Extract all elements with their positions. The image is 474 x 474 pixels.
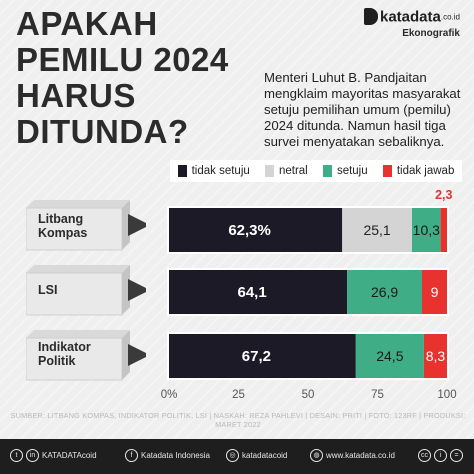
data-label: 25,1 xyxy=(363,222,390,238)
facebook-icon: f xyxy=(125,449,138,462)
data-label: 67,2 xyxy=(242,348,271,365)
social-handle: KATADATAcoid xyxy=(42,451,97,460)
legend-swatch xyxy=(264,165,274,177)
data-label: 24,5 xyxy=(376,348,403,364)
x-tick-label: 100 xyxy=(437,389,456,401)
x-tick-label: 50 xyxy=(302,389,315,401)
bar-segment xyxy=(411,208,441,252)
legend-item-setuju: setuju xyxy=(322,165,368,177)
data-label: 8,3 xyxy=(426,348,446,364)
title-line: DITUNDA? xyxy=(16,113,189,150)
category-label-line: Politik xyxy=(38,354,76,368)
chart-legend: tidak setuju netral setuju tidak jawab xyxy=(170,160,462,182)
ballot-box-icon xyxy=(26,265,146,316)
legend-item-netral: netral xyxy=(264,165,308,177)
x-tick-label: 0% xyxy=(161,389,178,401)
legend-item-tidak-setuju: tidak setuju xyxy=(177,165,250,177)
brand-suffix: .co.id xyxy=(440,12,460,22)
description-text: Menteri Luhut B. Pandjaitan mengklaim ma… xyxy=(264,70,461,149)
legend-label: tidak jawab xyxy=(396,165,455,177)
legend-swatch xyxy=(382,165,392,177)
category-label-line: Litbang xyxy=(38,212,84,226)
page-title: APAKAH PEMILU 2024 HARUS DITUNDA? xyxy=(16,6,256,150)
legend-item-tidak-jawab: tidak jawab xyxy=(382,165,455,177)
legend-label: netral xyxy=(278,165,308,177)
social-handle: Katadata Indonesia xyxy=(141,451,210,460)
bar-segment xyxy=(342,208,412,252)
x-tick-label: 25 xyxy=(232,389,245,401)
source-credits: SUMBER: LITBANG KOMPAS, INDIKATOR POLITI… xyxy=(10,411,466,429)
data-label: 62,3% xyxy=(228,222,271,239)
legend-swatch xyxy=(322,165,332,177)
linkedin-icon: in xyxy=(26,449,39,462)
legend-swatch xyxy=(177,165,187,177)
equal-icon: = xyxy=(450,449,463,462)
license-badge: cc i = xyxy=(418,449,463,462)
bar-segment xyxy=(169,270,348,314)
title-line: APAKAH xyxy=(16,5,158,42)
bar-segment xyxy=(440,208,447,252)
ballot-box-indikator-politik: Indikator Politik xyxy=(26,330,146,381)
instagram-icon: ◎ xyxy=(226,449,239,462)
social-facebook[interactable]: f Katadata Indonesia xyxy=(125,449,210,462)
legend-label: tidak setuju xyxy=(191,165,250,177)
website-link[interactable]: ◍ www.katadata.co.id xyxy=(310,449,395,462)
bar-segment xyxy=(421,270,447,314)
category-label-line: Indikator xyxy=(38,340,91,354)
data-label: 9 xyxy=(431,284,439,300)
bar-segment xyxy=(355,334,424,378)
title-line: PEMILU 2024 xyxy=(16,41,229,78)
data-label: 10,3 xyxy=(413,222,440,238)
category-label: Litbang Kompas xyxy=(38,212,87,240)
data-label: 64,1 xyxy=(237,284,266,301)
ballot-box-litbang-kompas: Litbang Kompas xyxy=(26,200,146,251)
brand-name: katadata xyxy=(380,8,441,26)
category-label-line: LSI xyxy=(38,283,58,297)
katadata-logo-icon xyxy=(364,8,378,26)
data-label: 26,9 xyxy=(371,284,398,300)
bar-segment xyxy=(169,208,343,252)
website-url: www.katadata.co.id xyxy=(326,451,395,460)
twitter-icon: t xyxy=(10,449,23,462)
bar-segment xyxy=(423,334,447,378)
data-label: 2,3 xyxy=(435,188,452,202)
attribution-icon: i xyxy=(434,449,447,462)
brand-subtitle: Ekonografik xyxy=(402,28,460,39)
social-handle: katadatacoid xyxy=(242,451,288,460)
category-label: Indikator Politik xyxy=(38,340,91,368)
creative-commons-icon: cc xyxy=(418,449,431,462)
ballot-box-lsi: LSI xyxy=(26,265,146,316)
x-tick-label: 75 xyxy=(371,389,384,401)
social-twitter[interactable]: t in KATADATAcoid xyxy=(10,449,97,462)
bar-segment xyxy=(347,270,422,314)
category-label: LSI xyxy=(38,283,57,297)
ballot-box-icon xyxy=(26,330,146,381)
brand-logo: katadata.co.id Ekonografik xyxy=(364,8,460,39)
bar-segment xyxy=(169,334,356,378)
title-line: HARUS xyxy=(16,77,136,114)
category-label-line: Kompas xyxy=(38,226,88,240)
legend-label: setuju xyxy=(336,165,368,177)
globe-icon: ◍ xyxy=(310,449,323,462)
ballot-box-icon xyxy=(26,200,146,251)
social-instagram[interactable]: ◎ katadatacoid xyxy=(226,449,287,462)
